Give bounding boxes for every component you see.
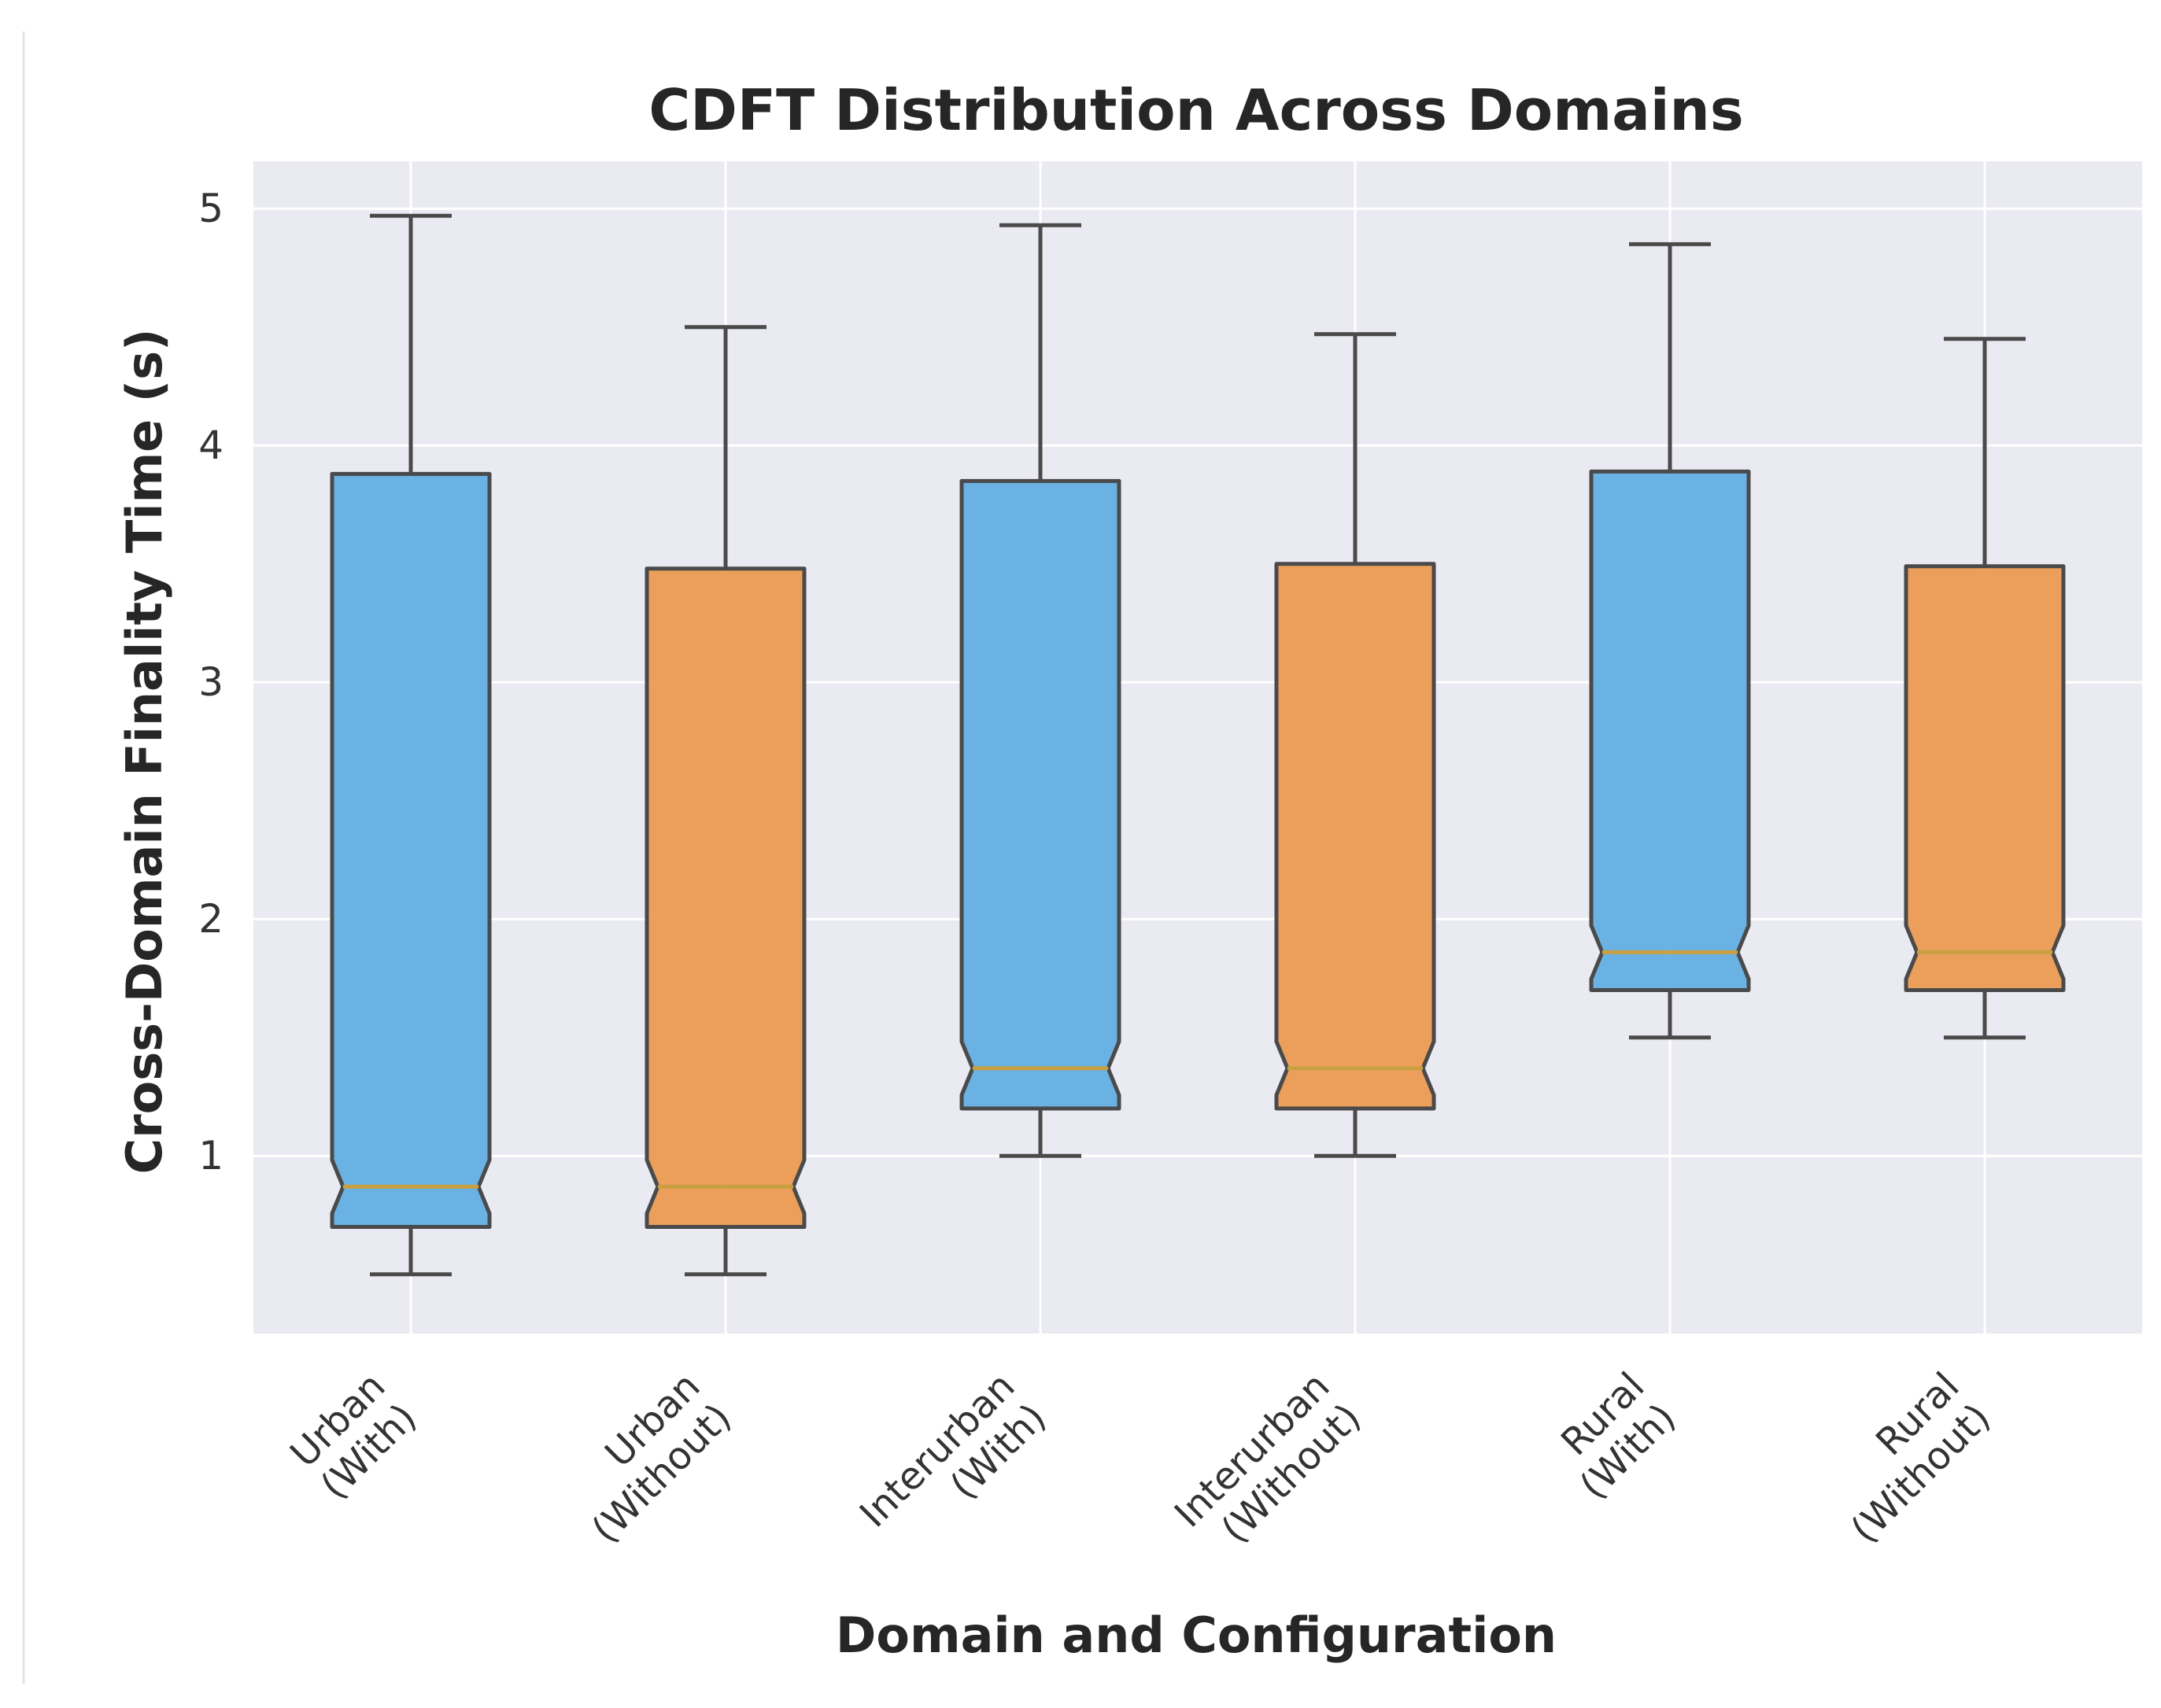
- x-tick-label: Interurban(With): [851, 1364, 1055, 1567]
- box-body: [1589, 469, 1751, 993]
- box-group: [645, 325, 807, 1277]
- chart-title: CDFT Distribution Across Domains: [648, 77, 1743, 143]
- x-tick-label: Urban(Without): [552, 1364, 740, 1551]
- plot-area: [253, 161, 2142, 1334]
- y-tick-label: 2: [198, 896, 223, 942]
- box-group: [330, 213, 492, 1277]
- x-tick-label: Rural(Without): [1812, 1364, 1999, 1551]
- y-axis-label: Cross-Domain Finality Time (s): [116, 329, 173, 1175]
- box-body: [645, 566, 807, 1230]
- x-axis-label: Domain and Configuration: [836, 1607, 1557, 1664]
- y-axis-ticks: 1 2 3 4 5: [198, 186, 223, 1179]
- x-tick-label: Interurban(Without): [1166, 1364, 1369, 1567]
- y-tick-label: 5: [198, 186, 223, 231]
- y-tick-label: 3: [198, 659, 223, 705]
- x-tick-label: Rural(With): [1540, 1364, 1684, 1508]
- x-axis-ticks: Urban(With) Urban(Without) Interurban(With…: [281, 1364, 1999, 1567]
- box-group: [1274, 332, 1436, 1158]
- box-group: [1904, 337, 2066, 1040]
- box-group: [1589, 242, 1751, 1040]
- y-tick-label: 4: [198, 422, 223, 468]
- box-body: [1904, 564, 2066, 993]
- box-body: [330, 471, 492, 1230]
- box-group: [959, 223, 1121, 1158]
- box-body: [959, 478, 1121, 1111]
- y-tick-label: 1: [198, 1133, 223, 1179]
- box-layer: [330, 213, 2066, 1277]
- box-body: [1274, 562, 1436, 1111]
- x-tick-label: Urban(With): [281, 1364, 425, 1508]
